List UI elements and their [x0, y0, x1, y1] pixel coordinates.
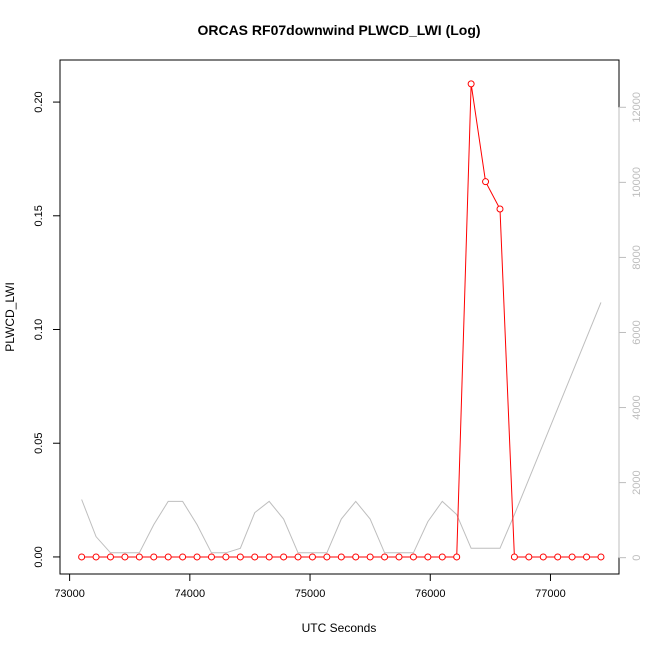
x-tick-label: 76000 [415, 588, 446, 600]
data-point [568, 553, 576, 561]
data-point [366, 553, 374, 561]
data-point [135, 553, 143, 561]
series-primary [78, 80, 605, 561]
data-point [207, 553, 215, 561]
right-tick-label: 4000 [631, 395, 643, 419]
y-axis: 0.00 0.05 0.10 0.15 0.20 [33, 91, 61, 568]
data-point [352, 553, 360, 561]
data-point [453, 553, 461, 561]
y-tick-label: 0.15 [33, 205, 45, 226]
data-point [554, 553, 562, 561]
plot-frame [59, 59, 620, 575]
y-tick-label: 0.10 [33, 319, 45, 340]
right-tick-label: 6000 [631, 320, 643, 344]
x-axis: 73000 74000 75000 76000 77000 [54, 573, 566, 600]
y-tick-label: 0.00 [33, 546, 45, 567]
data-point [78, 553, 86, 561]
right-tick-label: 2000 [631, 470, 643, 494]
data-point [510, 553, 518, 561]
data-point [265, 553, 273, 561]
x-tick-label: 77000 [535, 588, 566, 600]
data-point [395, 553, 403, 561]
data-point [583, 553, 591, 561]
right-axis: 0 2000 4000 6000 8000 10000 12000 [618, 92, 643, 561]
secondary-series-line [81, 302, 602, 554]
data-point [337, 553, 345, 561]
x-axis-label: UTC Seconds [302, 621, 377, 635]
chart-title: ORCAS RF07downwind PLWCD_LWI (Log) [197, 22, 480, 38]
y-tick-label: 0.05 [33, 433, 45, 454]
data-point [323, 553, 331, 561]
right-tick-label: 0 [631, 555, 643, 561]
primary-series-line [81, 83, 601, 558]
data-point [308, 553, 316, 561]
y-axis-label: PLWCD_LWI [3, 282, 17, 352]
right-tick-label: 8000 [631, 245, 643, 269]
data-point [280, 553, 288, 561]
data-point [597, 553, 605, 561]
data-point [236, 553, 244, 561]
x-tick-label: 73000 [54, 588, 85, 600]
data-point [251, 553, 259, 561]
data-point [525, 553, 533, 561]
right-tick-label: 10000 [631, 167, 643, 198]
y-tick-label: 0.20 [33, 91, 45, 112]
data-point [92, 553, 100, 561]
data-point [424, 553, 432, 561]
data-point [222, 553, 230, 561]
data-point [409, 553, 417, 561]
data-point [164, 553, 172, 561]
data-point [482, 178, 490, 186]
x-tick-label: 75000 [295, 588, 326, 600]
data-point [193, 553, 201, 561]
data-point [381, 553, 389, 561]
data-point [467, 80, 475, 88]
data-point [121, 553, 129, 561]
data-point [438, 553, 446, 561]
data-point [106, 553, 114, 561]
series-secondary [81, 302, 602, 554]
data-point [539, 553, 547, 561]
right-tick-label: 12000 [631, 92, 643, 123]
data-point [294, 553, 302, 561]
data-point [150, 553, 158, 561]
data-point [179, 553, 187, 561]
x-tick-label: 74000 [175, 588, 206, 600]
data-point [496, 205, 504, 213]
